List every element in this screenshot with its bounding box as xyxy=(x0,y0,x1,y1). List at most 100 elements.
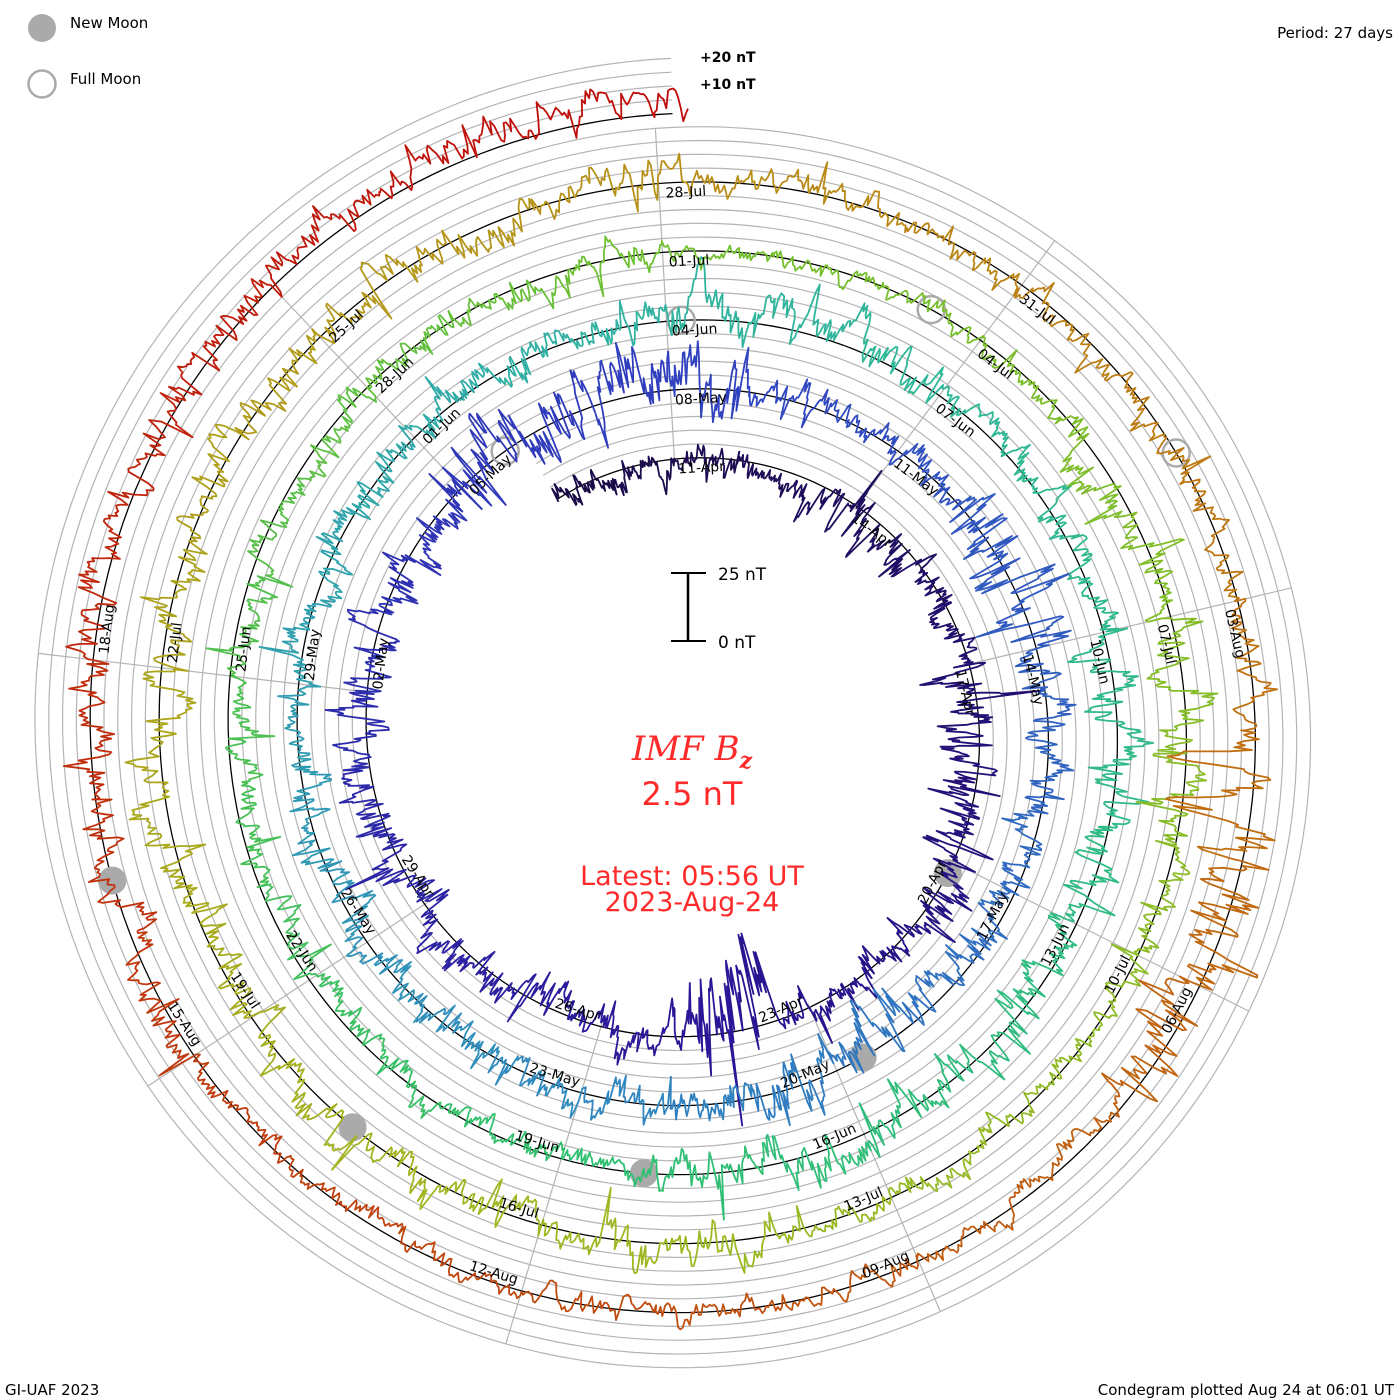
date-label: 09-Aug xyxy=(860,1248,912,1282)
bz-trace-day xyxy=(809,955,878,1044)
date-label: 25-Jun xyxy=(233,626,254,673)
bz-trace-day xyxy=(285,1154,404,1235)
full-moon-legend-icon xyxy=(27,69,57,99)
bz-trace-day xyxy=(125,930,197,1077)
date-label: 03-Aug xyxy=(1221,608,1248,660)
bz-trace-day xyxy=(256,883,332,980)
bz-trace-day xyxy=(258,1004,338,1121)
bz-trace-day xyxy=(225,675,276,783)
bz-trace-day xyxy=(343,608,400,693)
bz-trace-day xyxy=(1013,443,1080,540)
bz-trace-day xyxy=(124,668,197,792)
bz-trace-day xyxy=(378,115,511,200)
bz-trace-day xyxy=(943,385,1031,458)
bz-trace-day xyxy=(316,973,387,1059)
new-moon-marker xyxy=(98,866,127,895)
bz-trace-day xyxy=(736,450,798,498)
period-label: Period: 27 days xyxy=(1277,24,1393,42)
bz-trace-day xyxy=(415,197,536,267)
bz-trace-day xyxy=(376,1055,472,1119)
bz-trace-day xyxy=(1062,826,1120,923)
full-moon-marker xyxy=(490,436,520,466)
latest-date: 2023-Aug-24 xyxy=(605,887,780,918)
bz-trace-day xyxy=(477,329,576,388)
bz-trace-day xyxy=(1012,282,1110,382)
bz-trace-day xyxy=(258,599,337,688)
bz-trace-day xyxy=(916,1178,1031,1263)
bz-trace-day xyxy=(594,342,670,449)
new-moon-legend-label: New Moon xyxy=(70,14,148,32)
bz-trace-day xyxy=(667,1075,755,1122)
bz-trace-day xyxy=(1106,371,1212,486)
new-moon-marker xyxy=(848,1043,877,1072)
bz-trace-day xyxy=(959,886,1020,964)
bz-trace-day xyxy=(463,1111,566,1162)
date-label: 20-May xyxy=(778,1057,832,1092)
bz-trace-day xyxy=(1000,809,1043,897)
date-label: 01-Jul xyxy=(668,252,709,270)
bz-trace-day xyxy=(82,798,158,932)
date-label: 18-Aug xyxy=(97,603,119,654)
bz-trace-day xyxy=(234,328,318,441)
bz-trace-day xyxy=(949,493,1021,584)
bz-trace-day xyxy=(904,221,1021,297)
bz-trace-day xyxy=(530,159,659,220)
bz-trace-day xyxy=(920,857,973,943)
bz-trace-day xyxy=(939,729,1001,797)
date-label: 16-Jun xyxy=(811,1121,859,1154)
bz-trace-day xyxy=(509,88,656,140)
bz-trace-day xyxy=(311,254,423,345)
bz-trace-day xyxy=(338,769,396,840)
bz-trace-day xyxy=(1074,943,1149,1057)
chart-title-main: IMF B xyxy=(631,729,740,769)
bz-trace-day xyxy=(447,279,557,328)
radial-grid-line xyxy=(949,859,1250,1012)
bz-trace-day xyxy=(1135,729,1207,846)
bz-trace-day xyxy=(289,773,335,866)
bz-trace-day xyxy=(857,917,932,975)
bz-trace-day xyxy=(365,309,455,398)
bz-trace-day xyxy=(928,599,978,664)
bz-trace-day xyxy=(367,551,442,616)
bz-trace-day xyxy=(752,1033,835,1127)
latest-value: 2.5 nT xyxy=(642,775,743,813)
bz-trace-day xyxy=(398,1225,523,1300)
date-label: 14-May xyxy=(1019,653,1046,707)
radial-grid-line xyxy=(853,240,1056,510)
date-label: 28-Jul xyxy=(665,183,706,201)
bz-trace-day xyxy=(415,1004,501,1074)
bz-trace-day xyxy=(762,283,871,345)
bz-trace-day xyxy=(1014,644,1077,732)
bz-trace-day xyxy=(346,951,428,1024)
bz-trace-day xyxy=(404,369,486,440)
bz-trace-day xyxy=(1146,617,1219,731)
bz-trace-day xyxy=(659,1211,781,1274)
bz-trace-day xyxy=(507,369,597,465)
bz-trace-day xyxy=(192,1053,287,1164)
date-label: 07-Jul xyxy=(1154,623,1179,666)
bz-trace-day xyxy=(235,781,282,889)
bz-trace-day xyxy=(614,455,676,497)
date-label: 04-Jun xyxy=(671,321,717,340)
bz-trace-day xyxy=(520,1279,657,1321)
bz-trace-day xyxy=(323,1109,427,1203)
bz-trace-day xyxy=(1179,478,1244,603)
bz-trace-day xyxy=(1067,533,1120,631)
date-label: 10-Jul xyxy=(1102,953,1135,996)
bz-trace-day xyxy=(1165,729,1276,860)
bz-trace-day xyxy=(62,658,116,801)
bz-trace-day xyxy=(888,1126,990,1195)
bz-trace-day xyxy=(858,1067,952,1159)
bz-trace-day xyxy=(1054,415,1123,525)
date-label: 12-Aug xyxy=(467,1258,519,1288)
bz-trace-day xyxy=(827,399,900,462)
date-label: 13-Jul xyxy=(842,1184,886,1215)
bz-trace-day xyxy=(128,789,210,910)
bz-trace-day xyxy=(176,423,238,555)
date-label: 08-May xyxy=(675,390,728,409)
bz-trace-day xyxy=(662,1142,765,1221)
grid-label-20nt: +20 nT xyxy=(700,50,756,66)
bz-trace-day xyxy=(247,477,310,578)
